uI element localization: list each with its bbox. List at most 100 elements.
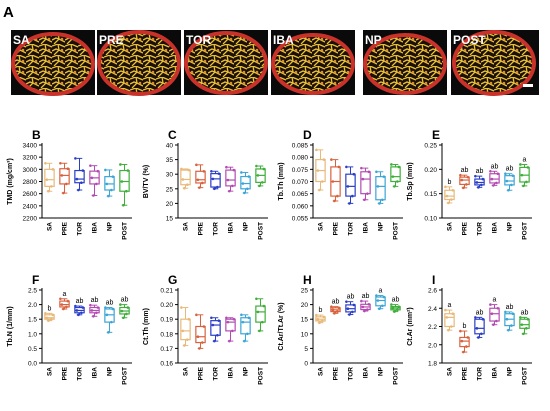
data-point	[59, 161, 62, 165]
box-np: NP	[375, 170, 386, 231]
category-label: TOR	[348, 222, 355, 236]
data-point	[315, 148, 318, 152]
category-label: POST	[258, 367, 265, 385]
data-point	[183, 186, 186, 190]
y-tick-label: 15	[301, 317, 309, 324]
data-point	[240, 313, 243, 317]
data-point	[322, 315, 326, 319]
data-point	[211, 323, 215, 327]
data-point	[256, 174, 260, 177]
micro-ct-image-row: SA PRE TOR IBA NP POST	[11, 30, 539, 96]
box-tor: TOR	[345, 165, 356, 236]
category-label: NP	[243, 366, 250, 376]
data-point	[243, 191, 246, 195]
chart-panel-b: B 2200 2400 2600 2800 3000 3200 3400 TMD (mg/cm³…	[7, 128, 132, 240]
data-point	[261, 320, 264, 324]
y-axis-label: BV/TV (%)	[143, 165, 150, 198]
data-point	[337, 306, 341, 310]
significance-letter: ab	[76, 298, 84, 305]
data-point	[107, 331, 110, 334]
y-tick-label: 1.5	[28, 317, 37, 324]
box-tor: TOR	[210, 169, 221, 236]
data-point	[258, 329, 261, 333]
box-sa: SA	[180, 167, 191, 231]
data-point	[210, 316, 213, 320]
box-np: a NP	[375, 288, 386, 376]
data-point	[322, 158, 326, 161]
significance-letter: ab	[506, 166, 514, 173]
data-point	[187, 317, 191, 321]
y-tick-label: 0.060	[292, 203, 309, 210]
data-point	[361, 177, 365, 181]
data-point	[378, 202, 381, 205]
box-iqr	[119, 169, 130, 192]
box-sa: SA	[180, 306, 191, 376]
box-np: NP	[104, 168, 115, 231]
y-tick-label: 20	[166, 201, 174, 208]
y-tick-label: 0.16	[160, 361, 173, 368]
box-tor: ab TOR	[74, 298, 85, 381]
data-point	[246, 332, 249, 336]
data-point	[241, 320, 245, 324]
data-point	[213, 187, 216, 191]
significance-letter: b	[463, 323, 467, 330]
scan-image-iba: IBA	[271, 30, 355, 95]
significance-letter: b	[319, 307, 323, 314]
data-point	[331, 180, 335, 183]
box-iqr	[210, 320, 221, 336]
data-point	[50, 185, 53, 188]
y-axis-label: Ct.Th (mm)	[143, 308, 150, 345]
data-point	[186, 338, 189, 341]
box-plot-panels: B 2200 2400 2600 2800 3000 3200 3400 TMD (mg/cm³…	[7, 128, 532, 385]
data-point	[95, 182, 98, 186]
data-point	[477, 336, 480, 339]
box-iqr	[180, 318, 191, 341]
data-point	[90, 176, 94, 180]
box-sa: SA	[44, 161, 55, 231]
data-point	[378, 307, 381, 310]
data-point	[495, 319, 498, 323]
category-label: POST	[393, 222, 400, 240]
box-np: ab NP	[504, 304, 515, 376]
data-point	[119, 303, 122, 306]
data-point	[126, 169, 130, 172]
data-point	[213, 339, 216, 343]
y-tick-label: 0	[304, 361, 308, 368]
panel-letter: F	[32, 273, 39, 287]
box-post: ab POST	[119, 297, 130, 385]
data-point	[105, 313, 109, 317]
box-post: ab POST	[519, 309, 530, 385]
category-label: PRE	[198, 221, 205, 235]
data-point	[47, 319, 50, 322]
data-point	[59, 297, 62, 301]
box-np: NP	[240, 313, 251, 376]
data-point	[111, 175, 115, 178]
y-axis-label: Tb.Sp (mm)	[407, 162, 414, 201]
box-iqr	[444, 313, 455, 328]
data-point	[489, 303, 492, 306]
y-tick-label: 25	[166, 186, 174, 193]
data-point	[183, 344, 186, 347]
data-point	[496, 306, 500, 310]
data-point	[504, 310, 507, 314]
data-point	[243, 339, 246, 343]
scan-label-sa: SA	[13, 33, 30, 47]
data-point	[450, 325, 453, 328]
category-label: TOR	[77, 222, 84, 236]
data-point	[122, 203, 125, 207]
data-point	[480, 183, 483, 187]
data-point	[81, 169, 85, 172]
category-label: SA	[447, 222, 454, 231]
category-label: IBA	[228, 222, 235, 234]
box-iba: IBA	[89, 164, 100, 233]
data-point	[393, 185, 396, 188]
data-point	[181, 178, 185, 181]
data-point	[198, 186, 201, 189]
significance-letter: ab	[106, 300, 114, 307]
y-tick-label: 2800	[23, 179, 38, 186]
significance-letter: ab	[121, 297, 129, 304]
data-point	[382, 175, 386, 178]
significance-letter: ab	[392, 297, 400, 304]
category-label: SA	[318, 367, 325, 376]
